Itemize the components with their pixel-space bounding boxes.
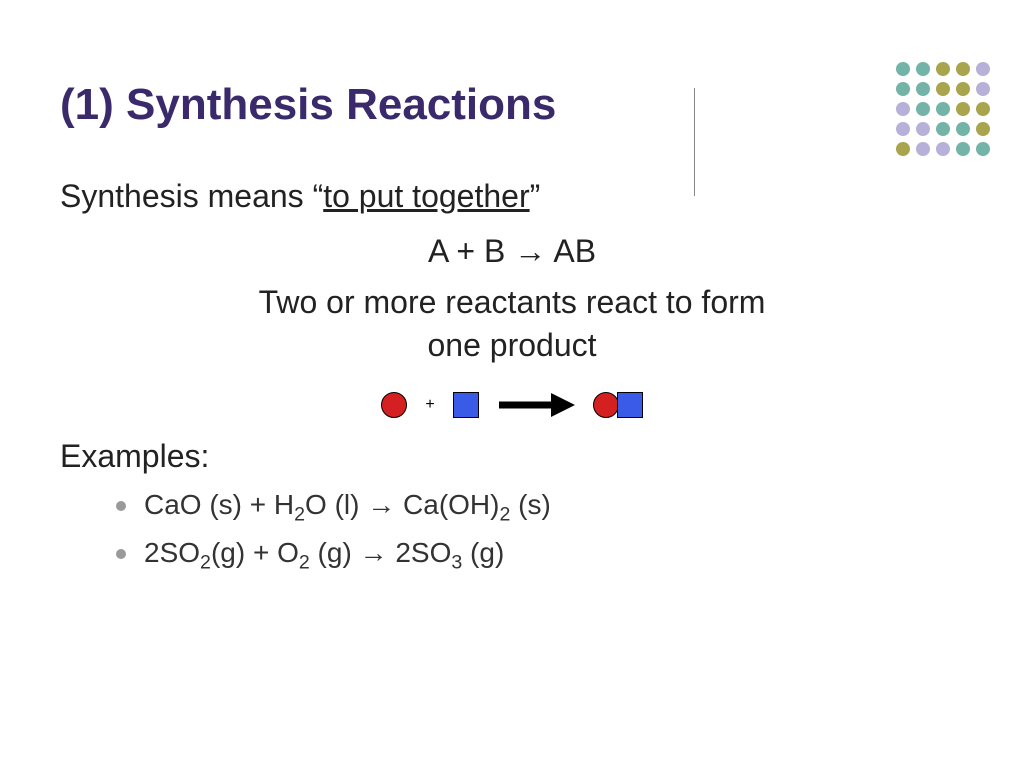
decorative-dot — [896, 122, 910, 136]
decorative-dot — [916, 62, 930, 76]
example-text: 2SO2(g) + O2 (g) → 2SO3 (g) — [144, 537, 504, 568]
definition-emphasis: to put together — [323, 178, 529, 214]
description-line-1: Two or more reactants react to form — [60, 284, 964, 321]
examples-header: Examples: — [60, 438, 964, 475]
decorative-dot — [936, 62, 950, 76]
product-combo-icon — [593, 392, 643, 418]
decorative-dot — [916, 102, 930, 116]
definition-line: Synthesis means “to put together” — [60, 178, 964, 215]
general-equation: A + B → AB — [60, 233, 964, 270]
plus-symbol: + — [425, 396, 434, 414]
example-item: CaO (s) + H2O (l) → Ca(OH)2 (s) — [116, 489, 964, 527]
reactant-square-icon — [453, 392, 479, 418]
slide-container: (1) Synthesis Reactions Synthesis means … — [0, 0, 1024, 624]
quote-open: “ — [313, 178, 324, 214]
decorative-dot-grid — [896, 62, 994, 160]
decorative-dot — [976, 82, 990, 96]
decorative-dot — [956, 142, 970, 156]
decorative-dot — [976, 102, 990, 116]
title-divider — [694, 88, 695, 196]
decorative-dot — [976, 62, 990, 76]
example-item: 2SO2(g) + O2 (g) → 2SO3 (g) — [116, 537, 964, 575]
decorative-dot — [976, 142, 990, 156]
decorative-dot — [916, 82, 930, 96]
decorative-dot — [936, 102, 950, 116]
reaction-visual: + — [60, 392, 964, 418]
decorative-dot — [916, 142, 930, 156]
decorative-dot — [896, 82, 910, 96]
slide-title: (1) Synthesis Reactions — [60, 80, 964, 130]
decorative-dot — [956, 82, 970, 96]
decorative-dot — [956, 122, 970, 136]
product-square-icon — [617, 392, 643, 418]
reactant-circle-icon — [381, 392, 407, 418]
arrow-icon — [497, 393, 575, 417]
quote-close: ” — [530, 178, 541, 214]
decorative-dot — [896, 142, 910, 156]
definition-prefix: Synthesis means — [60, 178, 313, 214]
product-circle-icon — [593, 392, 619, 418]
decorative-dot — [916, 122, 930, 136]
examples-list: CaO (s) + H2O (l) → Ca(OH)2 (s) 2SO2(g) … — [60, 489, 964, 574]
decorative-dot — [956, 102, 970, 116]
decorative-dot — [896, 102, 910, 116]
decorative-dot — [976, 122, 990, 136]
example-text: CaO (s) + H2O (l) → Ca(OH)2 (s) — [144, 489, 551, 520]
decorative-dot — [956, 62, 970, 76]
description-line-2: one product — [60, 327, 964, 364]
decorative-dot — [936, 82, 950, 96]
decorative-dot — [936, 122, 950, 136]
decorative-dot — [936, 142, 950, 156]
decorative-dot — [896, 62, 910, 76]
